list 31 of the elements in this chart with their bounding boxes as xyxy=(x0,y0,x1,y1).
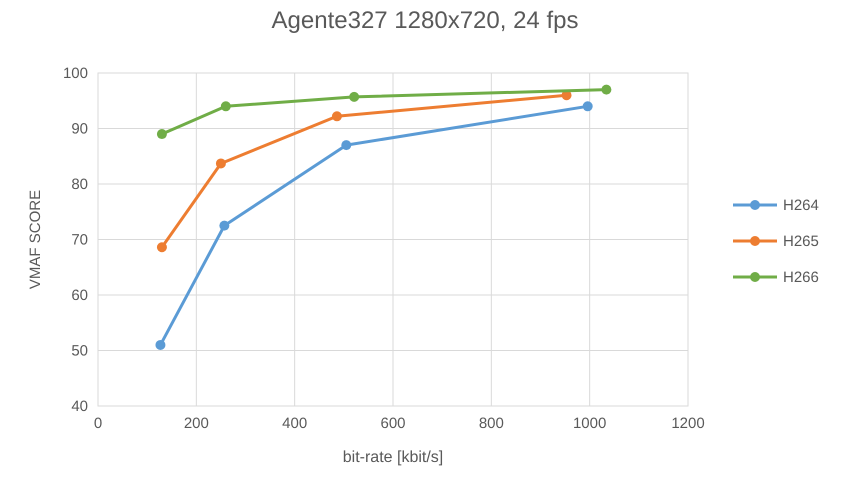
x-tick-label: 1000 xyxy=(572,415,606,432)
point xyxy=(155,340,166,350)
point xyxy=(341,140,352,150)
y-tick-label: 50 xyxy=(71,342,88,360)
point xyxy=(601,84,612,95)
y-tick-label: 80 xyxy=(71,176,88,193)
x-tick-label: 1200 xyxy=(671,415,705,432)
y-axis-title: VMAF SCORE xyxy=(27,190,44,290)
point xyxy=(349,92,360,102)
x-axis-title: bit-rate [kbit/s] xyxy=(342,449,444,466)
x-tick-label: 800 xyxy=(478,415,504,432)
point xyxy=(582,101,593,112)
y-tick-label: 90 xyxy=(71,120,88,138)
legend-label: H265 xyxy=(783,233,819,250)
point xyxy=(220,101,231,112)
x-tick-label: 200 xyxy=(184,415,209,432)
point xyxy=(156,129,167,140)
x-tick-label: 0 xyxy=(94,415,102,432)
y-tick-label: 60 xyxy=(71,287,88,304)
y-tick-label: 100 xyxy=(62,65,88,82)
y-tick-label: 70 xyxy=(71,232,88,248)
x-tick-label: 600 xyxy=(380,415,406,432)
point xyxy=(219,220,230,231)
legend-label: H266 xyxy=(783,269,819,286)
chart-title: Agente327 1280x720, 24 fps xyxy=(272,7,578,34)
point xyxy=(216,158,226,168)
point xyxy=(332,111,342,122)
y-tick-label: 40 xyxy=(71,398,88,415)
x-tick-label: 400 xyxy=(282,415,308,432)
point xyxy=(156,242,167,252)
legend-label: H264 xyxy=(783,197,819,214)
